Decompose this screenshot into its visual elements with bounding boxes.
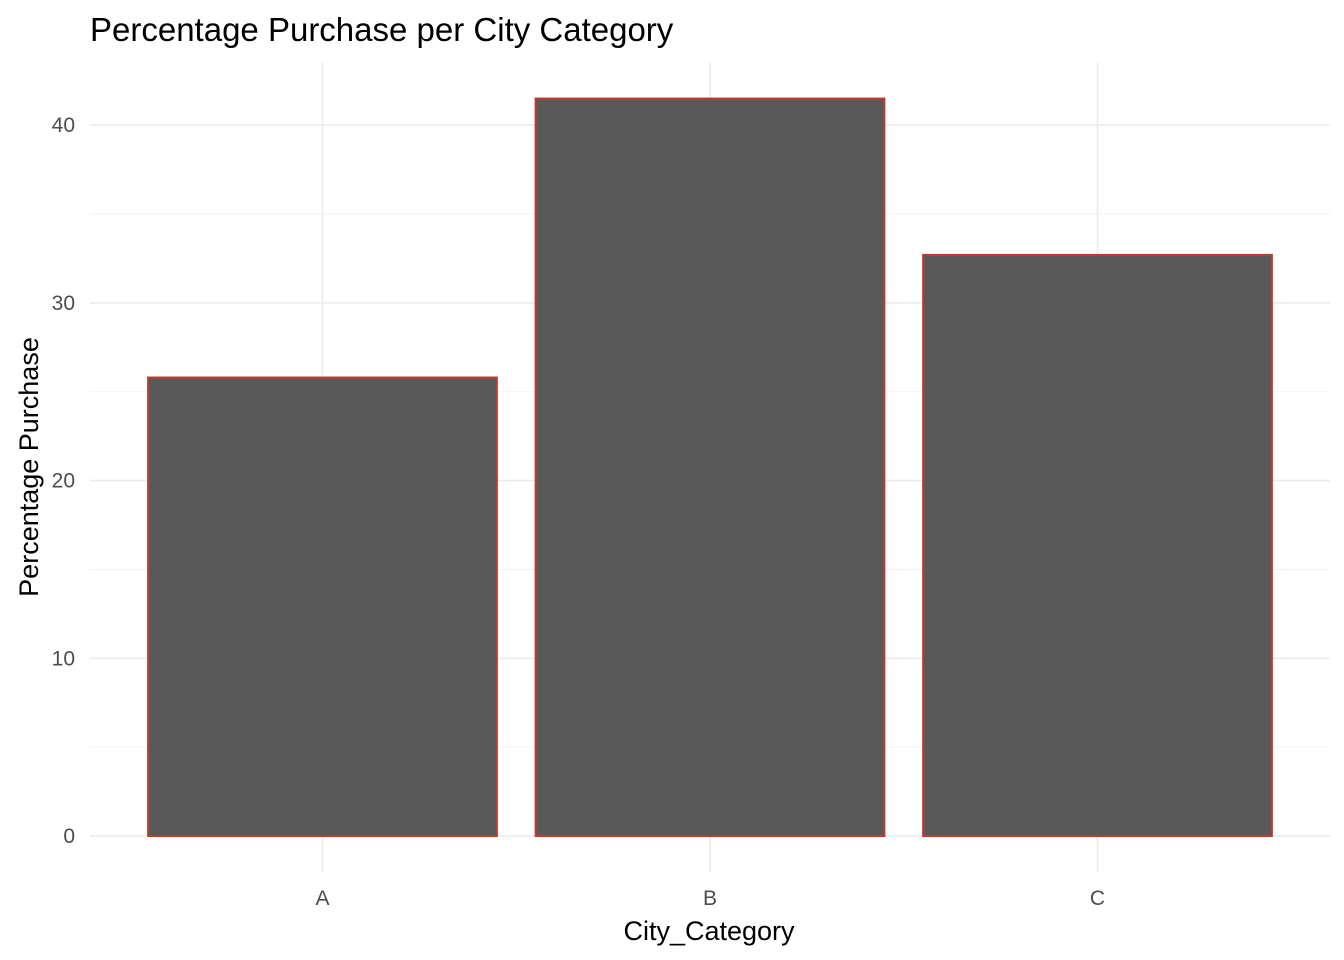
x-tick-label: A: [315, 887, 329, 910]
bars: [147, 97, 1273, 838]
y-tick-label: 40: [52, 114, 75, 137]
y-tick-label: 20: [52, 470, 75, 493]
y-tick-label: 0: [63, 825, 75, 848]
bar-B: [534, 97, 886, 838]
x-tick-label: C: [1090, 887, 1105, 910]
y-tick-label: 30: [52, 292, 75, 315]
bar-C: [922, 253, 1273, 837]
bar-A: [147, 376, 498, 837]
chart-title: Percentage Purchase per City Category: [90, 11, 674, 48]
y-axis-title: Percentage Purchase: [14, 337, 44, 597]
y-axis-ticks: 0 10 20 30 40: [52, 114, 75, 848]
x-axis-title: City_Category: [623, 916, 795, 946]
y-tick-label: 10: [52, 647, 75, 670]
x-axis-ticks: A B C: [315, 887, 1105, 910]
x-tick-label: B: [703, 887, 717, 910]
